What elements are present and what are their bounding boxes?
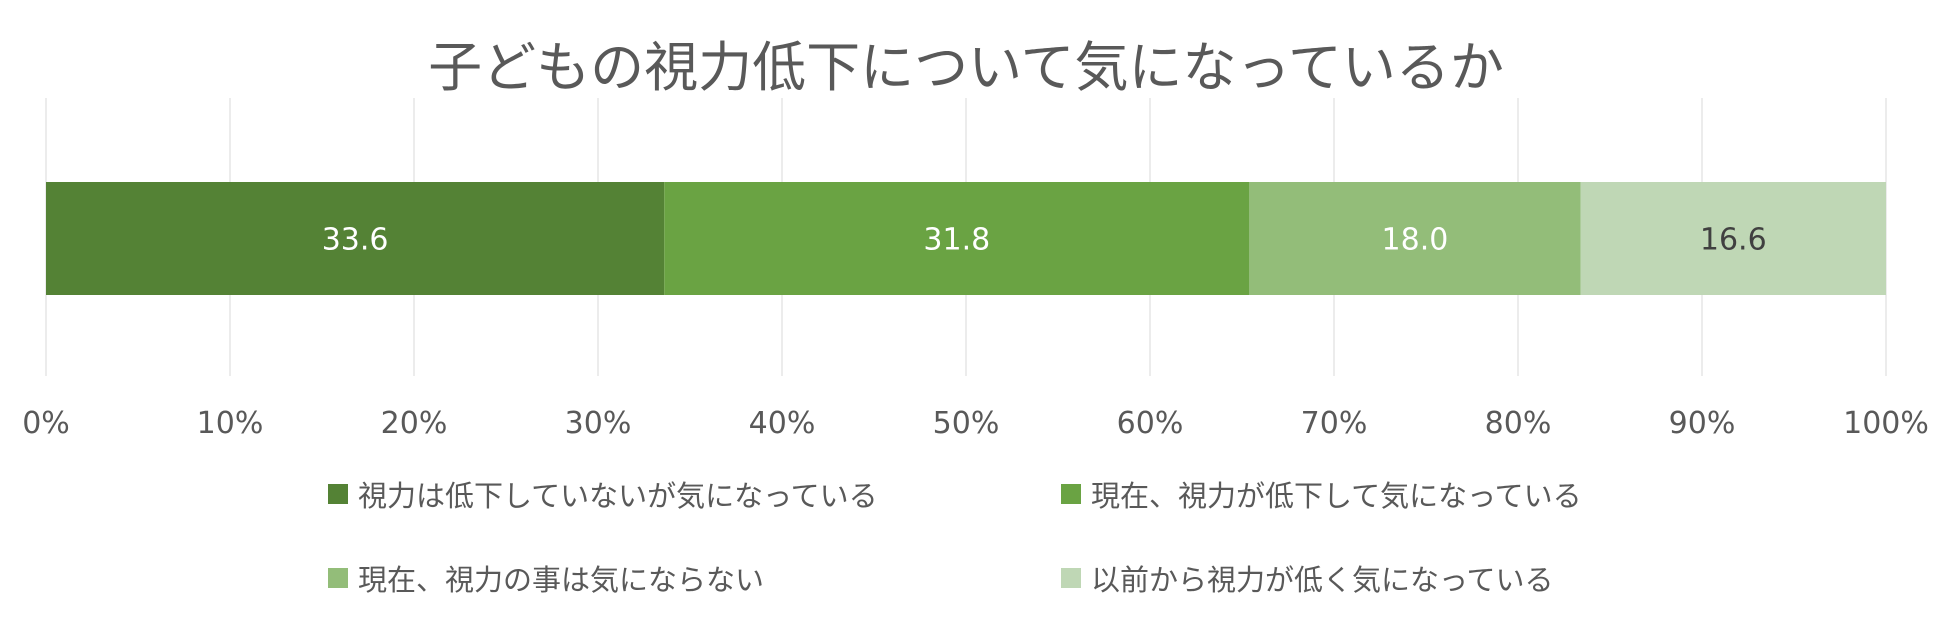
bar-segment bbox=[1249, 182, 1581, 295]
legend-label: 現在、視力の事は気にならない bbox=[358, 563, 764, 597]
legend: 視力は低下していないが気になっている 現在、視力が低下して気になっている現在、視力… bbox=[328, 479, 1582, 597]
x-axis-tick-labels: 0% 10% 20% 30% 40% 50% 60% 70% 80% 90% 100% bbox=[22, 406, 1929, 441]
x-tick-label: 60% bbox=[1117, 406, 1184, 441]
chart-title: 子どもの視力低下について気になっているか bbox=[428, 36, 1504, 99]
x-tick-label: 0% bbox=[22, 406, 70, 441]
legend-swatch bbox=[328, 484, 348, 504]
x-tick-label: 20% bbox=[381, 406, 448, 441]
bars bbox=[46, 182, 1886, 295]
x-tick-label: 100% bbox=[1843, 406, 1929, 441]
x-tick-label: 90% bbox=[1669, 406, 1736, 441]
legend-swatch bbox=[1061, 484, 1081, 504]
legend-label: 現在、視力が低下して気になっている bbox=[1091, 479, 1582, 513]
x-tick-label: 70% bbox=[1301, 406, 1368, 441]
legend-swatch bbox=[1061, 568, 1081, 588]
legend-label: 以前から視力が低く気になっている bbox=[1091, 563, 1554, 597]
data-label: 31.8 bbox=[923, 223, 990, 258]
bar-segment bbox=[664, 182, 1250, 295]
legend-label: 視力は低下していないが気になっている bbox=[358, 479, 878, 513]
bar-segment bbox=[46, 182, 665, 295]
data-labels: 33.6 31.8 18.0 16.6 bbox=[322, 223, 1767, 258]
data-label: 16.6 bbox=[1700, 223, 1767, 258]
x-tick-label: 40% bbox=[749, 406, 816, 441]
data-label: 18.0 bbox=[1382, 223, 1449, 258]
x-tick-label: 50% bbox=[933, 406, 1000, 441]
data-label: 33.6 bbox=[322, 223, 389, 258]
x-tick-label: 10% bbox=[197, 406, 264, 441]
x-tick-label: 30% bbox=[565, 406, 632, 441]
x-tick-label: 80% bbox=[1485, 406, 1552, 441]
bar-segment bbox=[1580, 182, 1886, 295]
legend-swatch bbox=[328, 568, 348, 588]
